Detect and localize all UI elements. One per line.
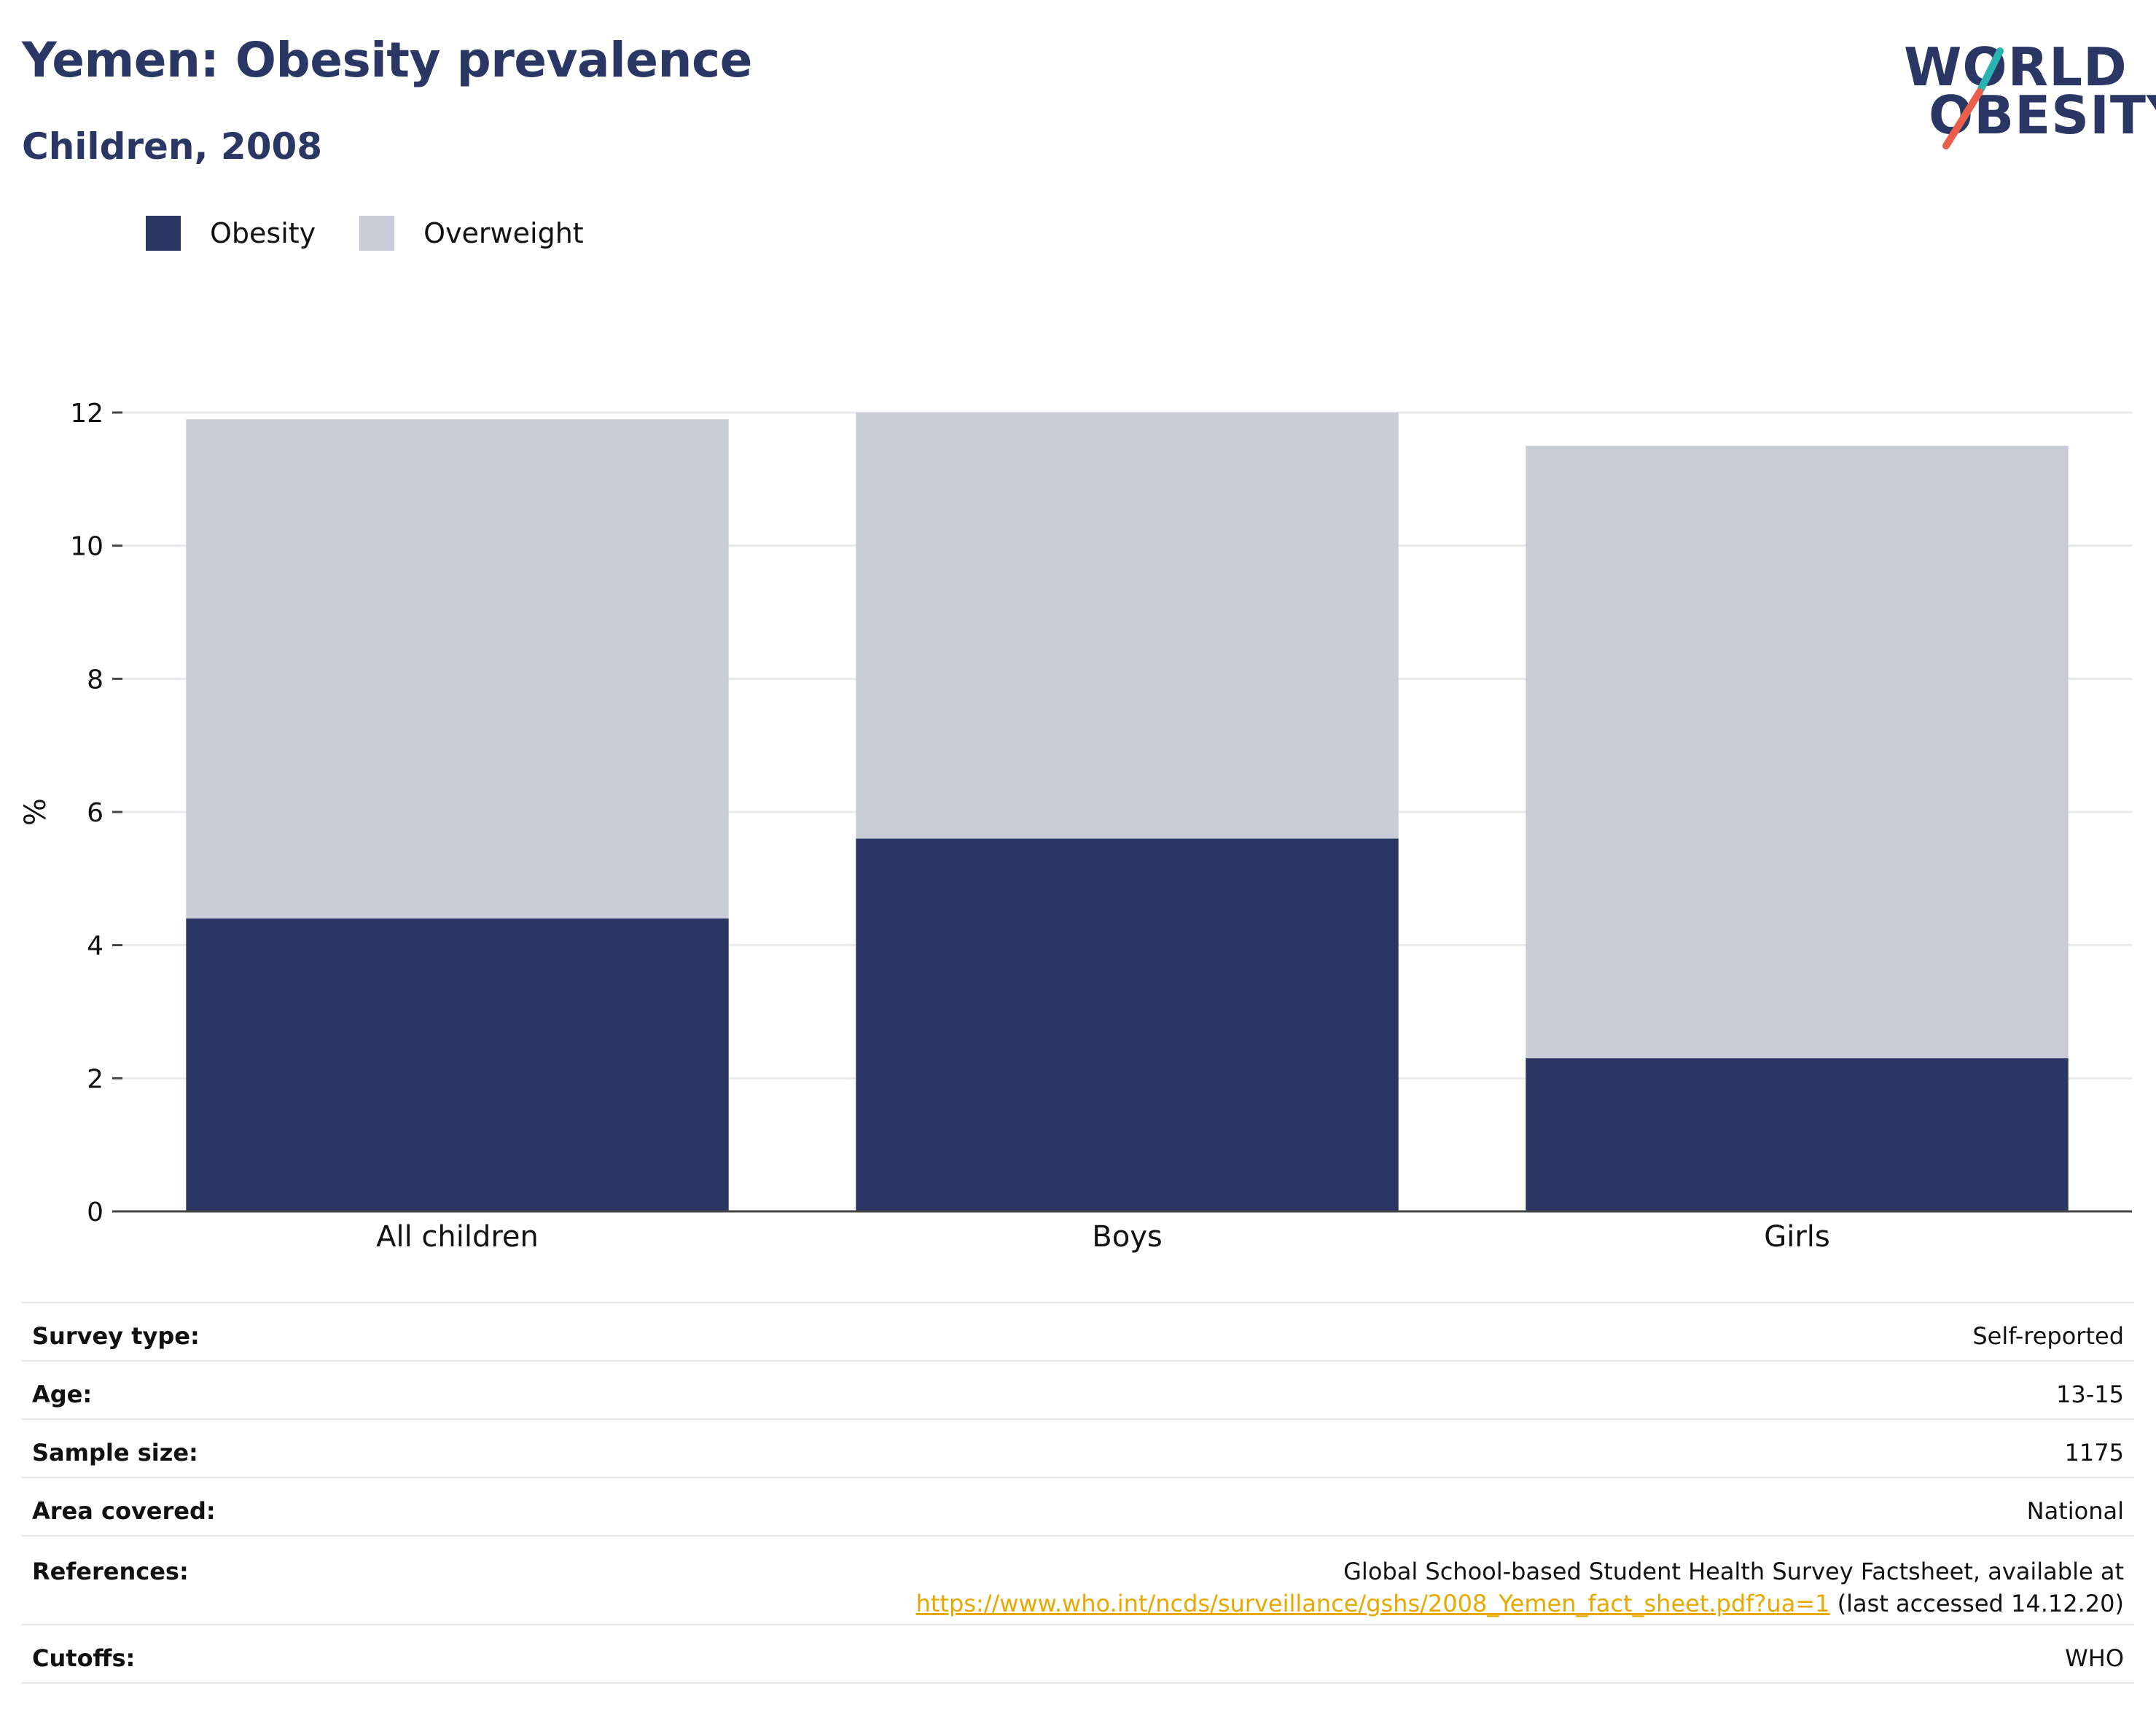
- bar-chart: 0 2 4 6 8 10 12 All children Boys Girls %: [19, 399, 2132, 1254]
- bar-overweight-girls[interactable]: [1526, 445, 2069, 1058]
- bar-overweight-boys[interactable]: [856, 413, 1399, 839]
- y-tick-label: 2: [87, 1064, 103, 1094]
- reference-suffix: (last accessed 14.12.20): [1829, 1590, 2124, 1617]
- world-obesity-logo: WORLD OBESITY: [1895, 22, 2156, 153]
- logo-slash-icon: [1942, 47, 2004, 149]
- info-key: Age:: [22, 1360, 323, 1419]
- info-row-sample-size: Sample size: 1175: [22, 1418, 2134, 1477]
- legend-item-overweight[interactable]: Overweight: [359, 216, 584, 251]
- info-row-area-covered: Area covered: National: [22, 1477, 2134, 1536]
- survey-info-table: Survey type: Self-reported Age: 13-15 Sa…: [22, 1302, 2134, 1684]
- info-value: WHO: [322, 1624, 2134, 1684]
- y-tick-label: 4: [87, 932, 103, 961]
- y-tick-label: 12: [70, 399, 103, 429]
- bar-obesity-girls[interactable]: [1526, 1058, 2069, 1211]
- y-axis-ticks: 0 2 4 6 8 10 12: [70, 399, 122, 1227]
- info-value: 13-15: [322, 1360, 2134, 1419]
- info-key: Survey type:: [22, 1302, 323, 1361]
- info-key: References:: [22, 1535, 323, 1625]
- info-key: Area covered:: [22, 1477, 323, 1536]
- legend-swatch-overweight: [359, 216, 395, 251]
- info-value: Global School-based Student Health Surve…: [322, 1535, 2134, 1625]
- y-tick-label: 0: [87, 1198, 103, 1227]
- page-subtitle: Children, 2008: [22, 125, 323, 168]
- chart-bars: [186, 413, 2069, 1211]
- legend-item-obesity[interactable]: Obesity: [146, 216, 316, 251]
- bar-overweight-all-children[interactable]: [186, 419, 729, 919]
- reference-link[interactable]: https://www.who.int/ncds/surveillance/gs…: [915, 1590, 1830, 1617]
- legend-label-overweight: Overweight: [423, 217, 584, 249]
- info-row-cutoffs: Cutoffs: WHO: [22, 1624, 2134, 1684]
- reference-text: Global School-based Student Health Surve…: [1343, 1558, 2124, 1585]
- logo-line1: WORLD: [1904, 36, 2128, 98]
- legend-label-obesity: Obesity: [210, 217, 316, 249]
- bar-obesity-all-children[interactable]: [186, 918, 729, 1211]
- info-value: National: [322, 1477, 2134, 1536]
- info-key: Sample size:: [22, 1418, 323, 1477]
- legend-swatch-obesity: [146, 216, 181, 251]
- page-title: Yemen: Obesity prevalence: [22, 32, 752, 88]
- x-tick-label: Boys: [1092, 1220, 1162, 1254]
- y-tick-label: 6: [87, 798, 103, 828]
- bar-obesity-boys[interactable]: [856, 838, 1399, 1211]
- info-row-age: Age: 13-15: [22, 1360, 2134, 1419]
- info-row-references: References: Global School-based Student …: [22, 1535, 2134, 1625]
- x-tick-label: All children: [376, 1220, 539, 1254]
- info-value: Self-reported: [322, 1302, 2134, 1361]
- chart-legend: Obesity Overweight: [146, 216, 628, 251]
- y-tick-label: 8: [87, 665, 103, 695]
- y-tick-label: 10: [70, 532, 103, 562]
- x-tick-label: Girls: [1764, 1220, 1830, 1254]
- info-key: Cutoffs:: [22, 1624, 323, 1684]
- y-axis-label: %: [19, 798, 52, 826]
- x-axis-ticks: All children Boys Girls: [376, 1220, 1830, 1254]
- info-row-survey-type: Survey type: Self-reported: [22, 1302, 2134, 1361]
- info-value: 1175: [322, 1418, 2134, 1477]
